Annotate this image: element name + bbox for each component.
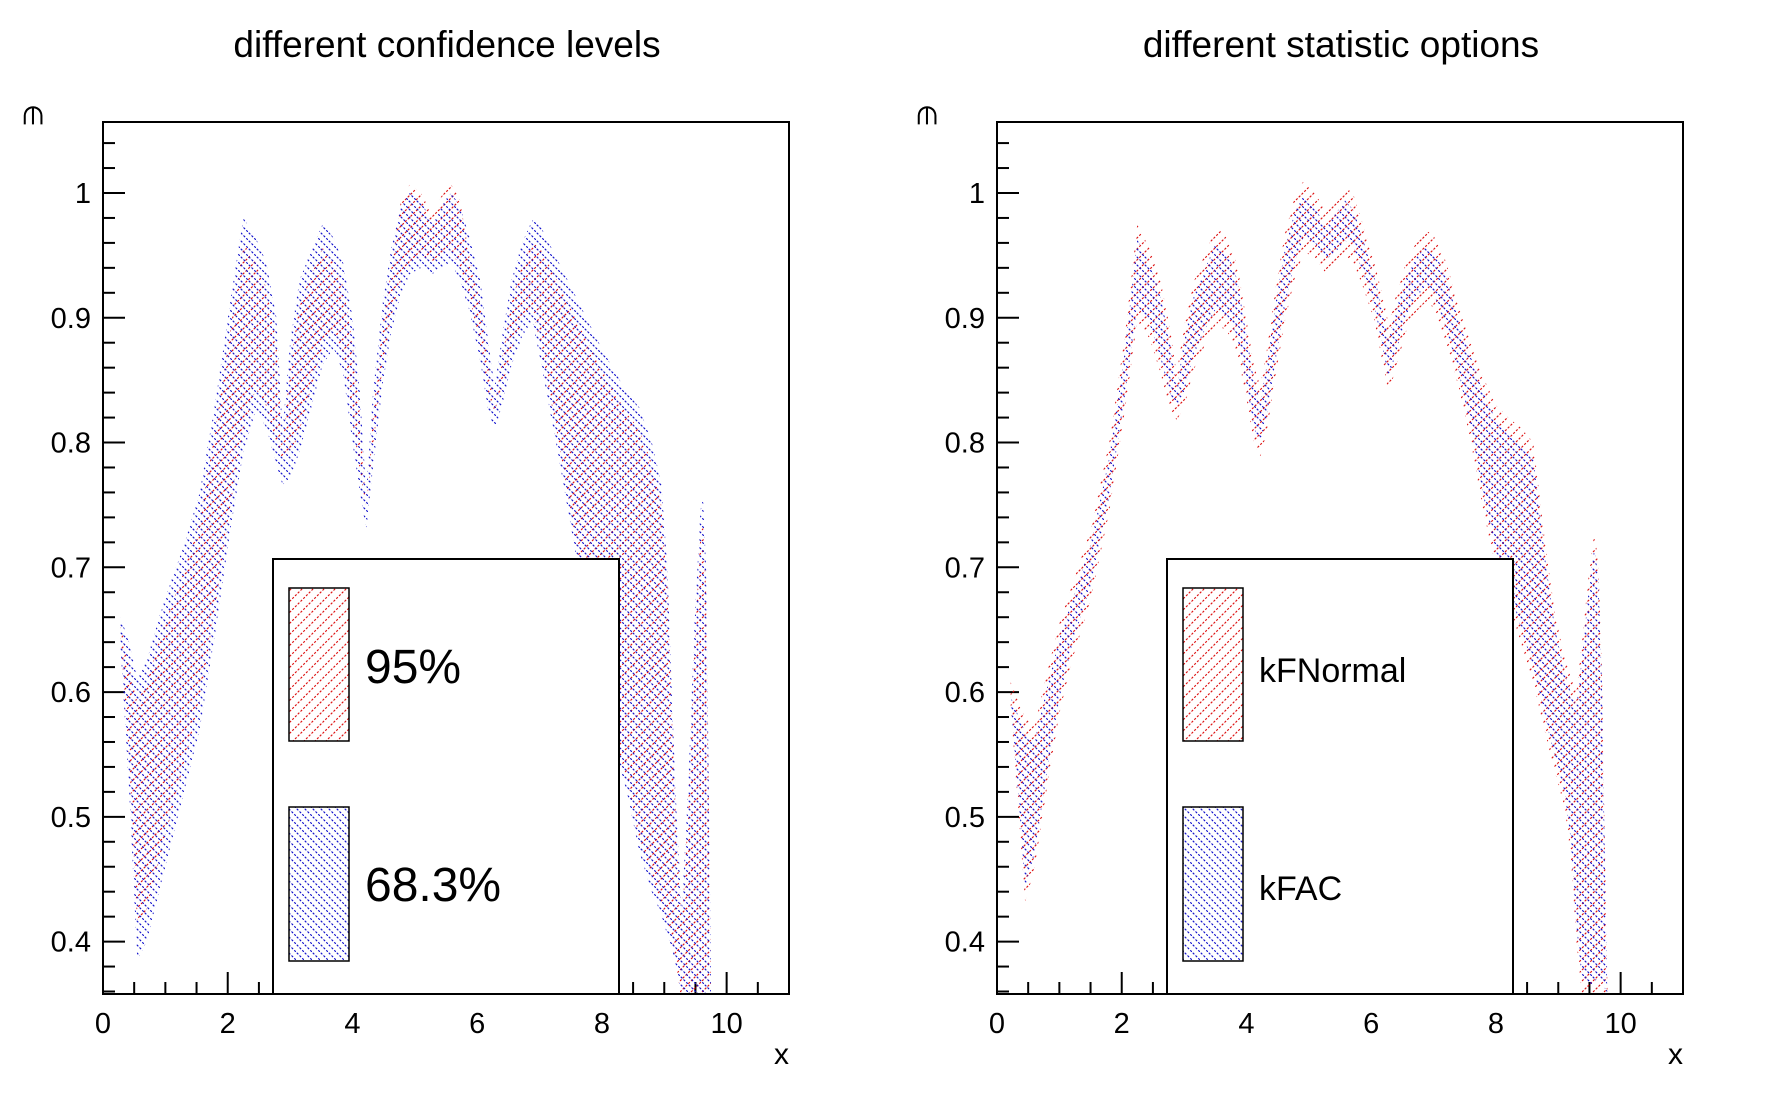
- y-tick-label: 0.6: [51, 677, 91, 709]
- band-kfnormal: [1010, 180, 1608, 993]
- legend-label-95: 95%: [365, 641, 461, 694]
- y-tick-label: 0.9: [51, 303, 91, 335]
- y-tick-label: 0.5: [945, 802, 985, 834]
- x-tick-label: 6: [469, 1008, 485, 1040]
- legend-label-kfac: kFAC: [1259, 870, 1342, 908]
- legend-label-kfnormal: kFNormal: [1259, 652, 1406, 690]
- legend-swatch-blue: [1182, 806, 1244, 962]
- y-tick-label: 0.8: [945, 428, 985, 460]
- y-tick-label: 1: [969, 178, 985, 210]
- y-tick-label: 0.5: [51, 802, 91, 834]
- x-axis-title: x: [774, 1038, 789, 1071]
- y-axis-title-epsilon: ∈: [18, 104, 48, 127]
- band-683: [120, 193, 711, 993]
- y-tick-label: 0.7: [945, 552, 985, 584]
- y-tick-label: 1: [75, 178, 91, 210]
- x-tick-label: 4: [344, 1008, 360, 1040]
- x-tick-label: 0: [989, 1008, 1005, 1040]
- y-tick-label: 0.4: [945, 927, 985, 959]
- legend-swatch-red: [1182, 587, 1244, 742]
- panel-graphics: 0.40.50.60.70.80.910 2 4 6 8 10: [945, 121, 1684, 1040]
- x-tick-label: 2: [220, 1008, 236, 1040]
- panel-title: different statistic options: [1143, 24, 1539, 65]
- legend-label-68: 68.3%: [365, 859, 501, 912]
- x-tick-label: 6: [1363, 1008, 1379, 1040]
- y-tick-label: 0.9: [945, 303, 985, 335]
- x-tick-label: 4: [1238, 1008, 1254, 1040]
- legend-swatch-blue: [288, 806, 350, 962]
- y-tick-label: 0.6: [945, 677, 985, 709]
- x-tick-label: 8: [594, 1008, 610, 1040]
- x-tick-label: 10: [1605, 1008, 1637, 1040]
- x-axis-title: x: [1668, 1038, 1683, 1071]
- panel-graphics: 0.40.50.60.70.80.910 2 4 6 8 10: [51, 121, 790, 1040]
- panel-confidence-levels: 0.40.50.60.70.80.910 2 4 6 8 10 different con…: [18, 24, 790, 1071]
- y-tick-label: 0.7: [51, 552, 91, 584]
- y-axis-title-epsilon: ∈: [912, 104, 942, 127]
- panel-statistic-options: 0.40.50.60.70.80.910 2 4 6 8 10 different sta…: [912, 24, 1684, 1071]
- y-tick-label: 0.8: [51, 428, 91, 460]
- legend-swatch-red: [288, 587, 350, 742]
- x-tick-label: 8: [1488, 1008, 1504, 1040]
- x-tick-label: 0: [95, 1008, 111, 1040]
- y-tick-label: 0.4: [51, 927, 91, 959]
- panel-title: different confidence levels: [233, 24, 660, 65]
- x-tick-label: 2: [1114, 1008, 1130, 1040]
- x-tick-label: 10: [711, 1008, 743, 1040]
